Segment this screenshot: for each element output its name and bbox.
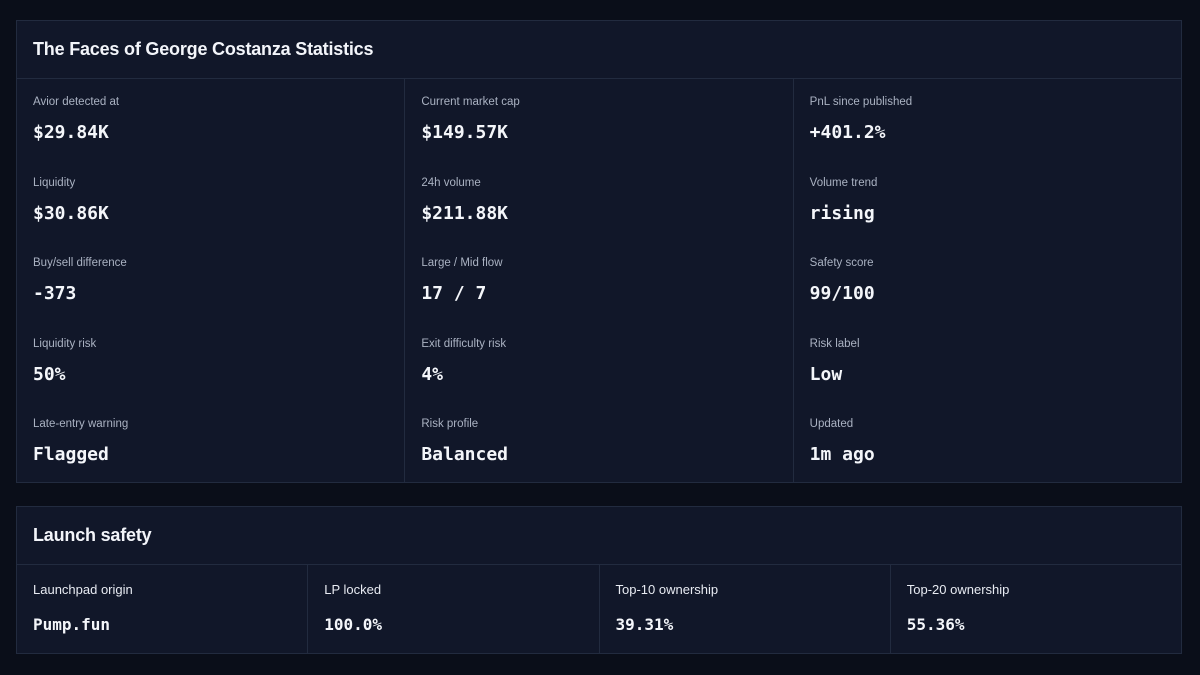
stat-risk-profile: Risk profile Balanced <box>421 411 776 492</box>
launch-safety-panel-title: Launch safety <box>33 525 152 545</box>
stat-value: 50% <box>33 363 66 385</box>
stat-value: 99/100 <box>809 283 875 305</box>
stat-label: Risk profile <box>421 418 479 431</box>
stat-value: $149.57K <box>421 122 509 143</box>
statistics-panel: The Faces of George Costanza Statistics … <box>16 20 1182 483</box>
stat-risk-label: Risk label Low <box>810 331 1165 412</box>
stat-large-mid-flow: Large / Mid flow 17 / 7 <box>421 250 776 331</box>
statistics-column: PnL since published +401.2% Volume trend… <box>792 79 1181 482</box>
safety-value: 100.0% <box>324 615 383 634</box>
stat-value: rising <box>809 202 875 224</box>
safety-value: 55.36% <box>906 615 965 634</box>
stat-label: Safety score <box>809 257 874 270</box>
safety-label: Top-10 ownership <box>615 582 719 597</box>
launch-safety-panel-header: Launch safety <box>17 507 1181 565</box>
stat-liquidity: Liquidity $30.86K <box>33 170 388 251</box>
statistics-column: Current market cap $149.57K 24h volume $… <box>404 79 792 482</box>
stat-label: Liquidity <box>33 176 76 189</box>
stat-buy-sell-difference: Buy/sell difference -373 <box>33 250 388 331</box>
stat-updated: Updated 1m ago <box>810 411 1165 492</box>
statistics-panel-title: The Faces of George Costanza Statistics <box>33 39 374 59</box>
safety-label: LP locked <box>324 582 382 597</box>
stat-value: -373 <box>33 283 77 305</box>
statistics-panel-header: The Faces of George Costanza Statistics <box>17 21 1181 79</box>
stat-label: 24h volume <box>421 176 481 189</box>
stat-label: PnL since published <box>809 96 913 108</box>
stat-avior-detected-at: Avior detected at $29.84K <box>33 89 388 170</box>
stat-label: Risk label <box>809 337 860 350</box>
launch-safety-grid: Launchpad origin Pump.fun LP locked 100.… <box>17 565 1181 653</box>
stat-liquidity-risk: Liquidity risk 50% <box>33 331 388 412</box>
stat-value: +401.2% <box>809 122 886 143</box>
safety-label: Launchpad origin <box>33 582 133 597</box>
stat-safety-score: Safety score 99/100 <box>810 250 1165 331</box>
stat-value: 4% <box>421 363 444 385</box>
safety-item-launchpad-origin: Launchpad origin Pump.fun <box>17 565 307 653</box>
stat-label: Late-entry warning <box>33 418 129 431</box>
safety-value: 39.31% <box>615 615 674 634</box>
stat-label: Volume trend <box>809 176 878 189</box>
stat-volume-trend: Volume trend rising <box>810 170 1165 251</box>
safety-value: Pump.fun <box>33 615 111 634</box>
statistics-grid: Avior detected at $29.84K Liquidity $30.… <box>17 79 1181 482</box>
stat-label: Liquidity risk <box>33 337 97 350</box>
stat-label: Updated <box>809 418 854 431</box>
stat-24h-volume: 24h volume $211.88K <box>421 170 776 251</box>
safety-item-top-20-ownership: Top-20 ownership 55.36% <box>889 565 1181 653</box>
stat-value: 1m ago <box>809 444 875 466</box>
stat-value: $30.86K <box>33 202 109 224</box>
stat-value: $29.84K <box>33 122 109 143</box>
stat-label: Large / Mid flow <box>421 257 503 270</box>
stat-label: Exit difficulty risk <box>421 337 507 350</box>
launch-safety-panel: Launch safety Launchpad origin Pump.fun … <box>16 506 1182 654</box>
statistics-column: Avior detected at $29.84K Liquidity $30.… <box>17 79 404 482</box>
stat-label: Avior detected at <box>33 96 120 108</box>
stat-value: $211.88K <box>421 202 509 224</box>
safety-label: Top-20 ownership <box>906 582 1010 597</box>
stat-late-entry-warning: Late-entry warning Flagged <box>33 411 388 492</box>
stat-exit-difficulty-risk: Exit difficulty risk 4% <box>421 331 776 412</box>
stat-value: Flagged <box>33 444 109 466</box>
stat-value: Balanced <box>421 444 509 466</box>
safety-item-lp-locked: LP locked 100.0% <box>307 565 598 653</box>
stat-current-market-cap: Current market cap $149.57K <box>421 89 776 170</box>
stat-value: 17 / 7 <box>421 283 487 305</box>
stat-pnl-since-published: PnL since published +401.2% <box>810 89 1165 170</box>
stat-label: Buy/sell difference <box>33 257 127 270</box>
safety-item-top-10-ownership: Top-10 ownership 39.31% <box>598 565 890 653</box>
stat-value: Low <box>809 363 843 385</box>
stat-label: Current market cap <box>421 96 520 108</box>
